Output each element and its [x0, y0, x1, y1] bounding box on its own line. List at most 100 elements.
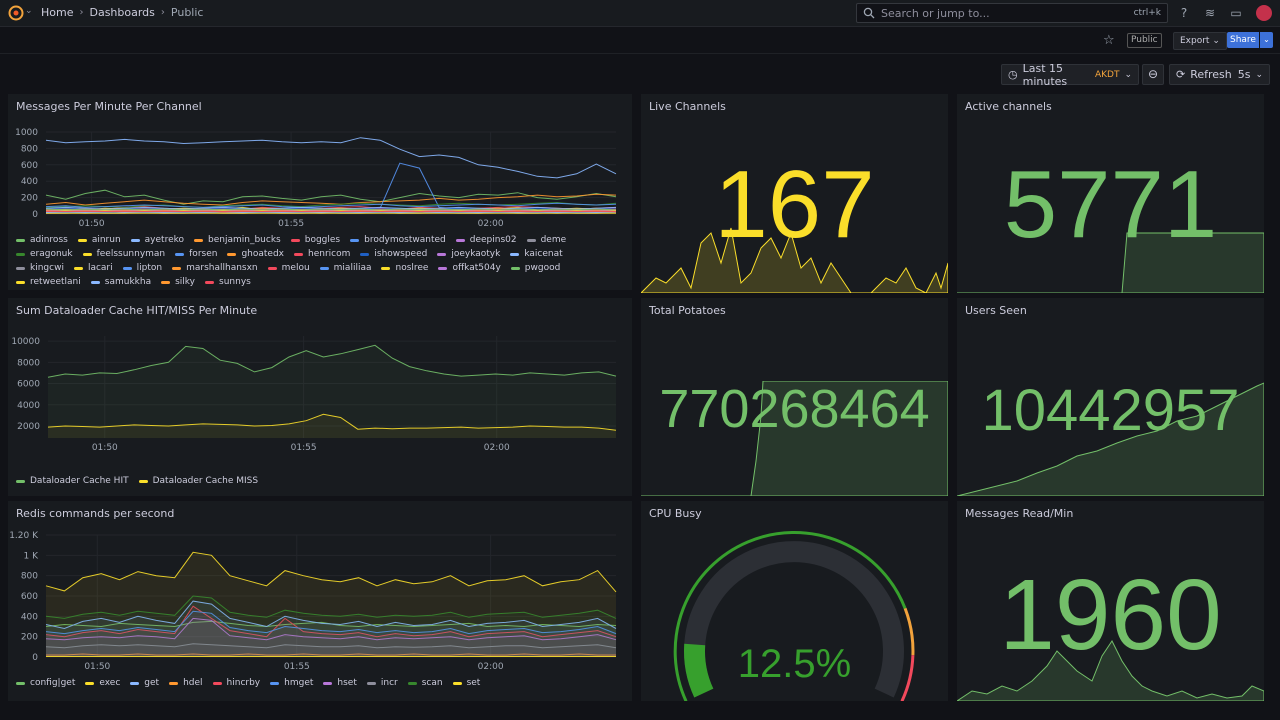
- legend-item[interactable]: offkat504y: [438, 263, 501, 273]
- legend-item[interactable]: retweetlani: [16, 277, 81, 287]
- series-line[interactable]: [45, 600, 617, 630]
- legend-item[interactable]: set: [452, 678, 480, 688]
- legend-item[interactable]: hdel: [169, 678, 203, 688]
- share-dropdown-button[interactable]: ⌄: [1260, 32, 1273, 48]
- star-icon[interactable]: ☆: [1103, 33, 1115, 48]
- legend-item[interactable]: silky: [161, 277, 195, 287]
- x-tick-label: 01:50: [92, 443, 118, 453]
- legend-item[interactable]: henricom: [294, 249, 350, 259]
- panel-messages-per-minute[interactable]: Messages Per Minute Per Channel 1000 800 6…: [8, 94, 632, 290]
- series-line[interactable]: [45, 201, 617, 208]
- legend-swatch: [267, 266, 277, 270]
- monitor-icon[interactable]: ▭: [1230, 6, 1242, 20]
- legend-item[interactable]: ainrun: [77, 235, 121, 245]
- breadcrumb-dashboards[interactable]: Dashboards: [89, 6, 155, 19]
- series-line[interactable]: [45, 643, 617, 649]
- legend-item[interactable]: joeykaotyk: [437, 249, 500, 259]
- panel-title: Redis commands per second: [16, 507, 175, 520]
- series-line[interactable]: [47, 344, 617, 378]
- legend-item[interactable]: ishowspeed: [360, 249, 427, 259]
- panel-redis-commands[interactable]: Redis commands per second 1.20 K 1 K 800 60…: [8, 501, 632, 701]
- legend-label: benjamin_bucks: [208, 235, 281, 245]
- legend-item[interactable]: kingcwi: [16, 263, 64, 273]
- legend-item[interactable]: pwgood: [510, 263, 560, 273]
- rss-icon[interactable]: ≋: [1204, 6, 1216, 20]
- panel-users-seen[interactable]: Users Seen 10442957: [957, 298, 1264, 496]
- series-line[interactable]: [46, 653, 616, 656]
- legend-label: hmget: [284, 678, 314, 688]
- legend-item[interactable]: brodymostwanted: [350, 235, 446, 245]
- help-icon[interactable]: ?: [1180, 6, 1188, 20]
- legend-item[interactable]: samukkha: [90, 277, 151, 287]
- series-line[interactable]: [45, 595, 617, 619]
- series-line[interactable]: [45, 617, 617, 641]
- legend-item[interactable]: adinross: [16, 235, 68, 245]
- legend-swatch: [16, 681, 25, 685]
- legend-swatch: [350, 238, 360, 242]
- legend-item[interactable]: forsen: [175, 249, 217, 259]
- redis-chart[interactable]: 1.20 K 1 K 800 600 400 200 0 01:50 01:55 02:00: [8, 527, 632, 699]
- gauge-threshold-orange: [903, 607, 915, 656]
- panel-cpu-busy[interactable]: CPU Busy 12.5%: [641, 501, 948, 701]
- series-line[interactable]: [45, 610, 617, 635]
- legend-item[interactable]: lipton: [122, 263, 162, 273]
- zoom-out-button[interactable]: ⊖: [1142, 64, 1164, 85]
- legend-item[interactable]: benjamin_bucks: [194, 235, 281, 245]
- series-line[interactable]: [45, 551, 617, 593]
- legend-item[interactable]: scan: [407, 678, 443, 688]
- breadcrumb-home[interactable]: Home: [41, 6, 74, 19]
- export-button[interactable]: Export ⌄: [1173, 32, 1227, 50]
- legend-item[interactable]: boggles: [290, 235, 340, 245]
- legend-item[interactable]: ayetreko: [130, 235, 184, 245]
- legend-item[interactable]: ghoatedx: [227, 249, 284, 259]
- series-line[interactable]: [45, 193, 617, 206]
- share-button[interactable]: Share: [1227, 32, 1259, 48]
- search-input[interactable]: Search or jump to... ctrl+k: [856, 3, 1168, 23]
- legend-item[interactable]: hincrby: [212, 678, 260, 688]
- grafana-logo-icon[interactable]: [8, 5, 24, 21]
- dataloader-chart[interactable]: 10000 8000 6000 4000 2000 01:50 01:55 02:00: [8, 326, 632, 476]
- panel-total-potatoes[interactable]: Total Potatoes 770268464: [641, 298, 948, 496]
- chevron-down-icon[interactable]: ⌄: [25, 6, 33, 16]
- legend-item[interactable]: deme: [526, 235, 566, 245]
- legend-item[interactable]: Dataloader Cache HIT: [16, 476, 129, 486]
- legend-item[interactable]: marshallhansxn: [172, 263, 258, 273]
- legend-swatch: [16, 238, 25, 242]
- series-line[interactable]: [45, 189, 617, 205]
- series-line[interactable]: [45, 202, 617, 208]
- panel-messages-read[interactable]: Messages Read/Min 1960: [957, 501, 1264, 701]
- legend-item[interactable]: config|get: [16, 678, 75, 688]
- refresh-interval[interactable]: 5s: [1237, 68, 1251, 81]
- series-line[interactable]: [45, 208, 617, 211]
- time-range-picker[interactable]: ◷ Last 15 minutes AKDT ⌄: [1001, 62, 1139, 88]
- legend-item[interactable]: eragonuk: [16, 249, 73, 259]
- legend-item[interactable]: exec: [85, 678, 120, 688]
- series-line[interactable]: [45, 605, 617, 638]
- panel-live-channels[interactable]: Live Channels 167: [641, 94, 948, 293]
- legend-item[interactable]: hset: [323, 678, 357, 688]
- legend-item[interactable]: incr: [366, 678, 398, 688]
- y-tick-label: 200: [21, 194, 38, 204]
- legend-item[interactable]: lacari: [73, 263, 113, 273]
- series-line[interactable]: [45, 137, 617, 179]
- messages-per-minute-chart[interactable]: 1000 800 600 400 200 0 01:50 01:55 02:00: [8, 124, 632, 254]
- avatar[interactable]: [1256, 5, 1272, 21]
- panel-title: Active channels: [965, 100, 1052, 113]
- refresh-button[interactable]: ⟳ Refresh 5s ⌄: [1169, 64, 1270, 85]
- legend-item[interactable]: sunnys: [205, 277, 251, 287]
- legend-item[interactable]: Dataloader Cache MISS: [138, 476, 258, 486]
- panel-dataloader-cache[interactable]: Sum Dataloader Cache HIT/MISS Per Minute…: [8, 298, 632, 496]
- legend-item[interactable]: melou: [267, 263, 310, 273]
- legend-item[interactable]: mialiliaa: [319, 263, 371, 273]
- legend-item[interactable]: feelssunnyman: [82, 249, 165, 259]
- legend-item[interactable]: kaicenat: [510, 249, 563, 259]
- panel-active-channels[interactable]: Active channels 5771: [957, 94, 1264, 293]
- series-line[interactable]: [45, 206, 617, 211]
- legend-item[interactable]: get: [130, 678, 159, 688]
- legend-item[interactable]: hmget: [270, 678, 313, 688]
- series-line[interactable]: [47, 413, 617, 431]
- legend-item[interactable]: noslree: [381, 263, 428, 273]
- legend-item[interactable]: deepins02: [455, 235, 517, 245]
- panel-title: CPU Busy: [649, 507, 702, 520]
- series-line[interactable]: [45, 206, 617, 210]
